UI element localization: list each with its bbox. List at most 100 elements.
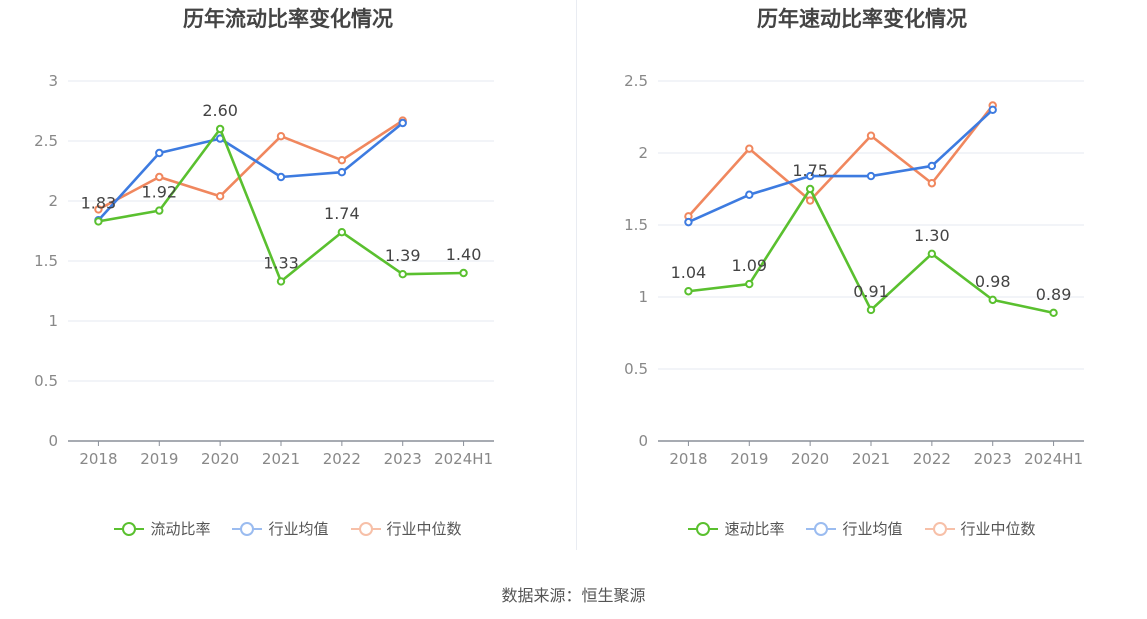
- data-label: 1.40: [446, 245, 482, 264]
- data-point: [215, 192, 225, 201]
- data-point: [927, 249, 937, 259]
- data-point: [927, 161, 937, 171]
- x-tick-label: 2022: [323, 450, 361, 468]
- legend-line-marker-icon: [232, 521, 263, 536]
- data-point: [1049, 308, 1058, 318]
- data-point: [866, 171, 876, 181]
- data-label: 1.83: [81, 193, 117, 212]
- legend-line-marker-icon: [688, 521, 719, 536]
- x-tick-label: 2019: [730, 450, 768, 468]
- x-tick-label: 2021: [852, 450, 890, 468]
- data-point: [805, 196, 815, 205]
- x-tick-label: 2020: [791, 450, 829, 468]
- data-point: [988, 295, 997, 305]
- data-point: [866, 305, 876, 315]
- data-label: 1.09: [731, 256, 767, 275]
- y-tick-label: 0.5: [34, 372, 58, 390]
- x-tick-label: 2022: [913, 450, 951, 468]
- legend-line-marker-icon: [114, 521, 145, 536]
- data-point: [276, 277, 286, 286]
- legend-label: 行业均值: [842, 520, 903, 538]
- data-label: 0.89: [1036, 285, 1072, 304]
- current-ratio-chart: 0 0.5 1 1.5 2 2.5 3 2018 2019 2020 2021 2022 2023 202…: [34, 72, 494, 468]
- series-line: [97, 121, 404, 222]
- data-label: 2.60: [202, 101, 238, 120]
- y-tick-label: 2: [638, 144, 648, 162]
- data-point: [155, 206, 164, 215]
- x-tick-label: 2023: [384, 450, 422, 468]
- legend-item-industry-average[interactable]: 行业均值: [232, 518, 329, 539]
- series-line: [687, 108, 994, 224]
- legend-label: 流动比率: [150, 520, 211, 538]
- data-point: [745, 190, 754, 199]
- data-point: [215, 124, 225, 134]
- legend-label: 行业中位数: [960, 520, 1036, 538]
- data-point: [337, 156, 347, 165]
- y-tick-label: 1.5: [624, 216, 648, 234]
- data-point: [155, 172, 164, 182]
- y-tick-label: 3: [48, 72, 58, 90]
- data-label: 0.98: [975, 272, 1011, 291]
- data-source-note: 数据来源：恒生聚源: [501, 586, 646, 605]
- data-point: [94, 205, 103, 214]
- y-tick-label: 1: [48, 312, 58, 330]
- x-tick-label: 2018: [669, 450, 707, 468]
- data-label: 1.92: [141, 183, 177, 202]
- data-label: 1.33: [263, 253, 299, 272]
- data-point: [398, 118, 407, 128]
- data-point: [337, 228, 347, 237]
- legend-item-current-ratio[interactable]: 流动比率: [114, 518, 210, 539]
- legend-label: 行业中位数: [386, 520, 462, 538]
- data-point: [155, 148, 164, 158]
- data-label: 1.30: [914, 226, 950, 245]
- y-tick-label: 2.5: [624, 72, 648, 90]
- x-tick-label: 2021: [262, 450, 300, 468]
- x-tick-label: 2018: [79, 450, 117, 468]
- y-tick-label: 0: [638, 432, 648, 450]
- y-tick-label: 0: [48, 432, 58, 450]
- data-point: [459, 268, 468, 278]
- x-tick-label: 2024H1: [1024, 450, 1083, 468]
- x-tick-label: 2019: [140, 450, 178, 468]
- legend-item-industry-average[interactable]: 行业均值: [806, 518, 903, 539]
- x-tick-label: 2020: [201, 450, 239, 468]
- data-label: 1.39: [385, 246, 421, 265]
- x-tick-label: 2023: [974, 450, 1012, 468]
- legend-item-industry-median[interactable]: 行业中位数: [924, 518, 1036, 539]
- y-tick-label: 2.5: [34, 132, 58, 150]
- data-label: 1.75: [792, 161, 828, 180]
- series-line: [687, 104, 994, 218]
- data-label: 1.74: [324, 204, 360, 223]
- y-tick-label: 1.5: [34, 252, 58, 270]
- data-point: [988, 105, 997, 115]
- panel-divider: [576, 0, 577, 550]
- quick-ratio-chart: 0 0.5 1 1.5 2 2.5 2018 2019 2020 2021 2022 2023 2024…: [624, 72, 1084, 468]
- chart-title: 历年速动比率变化情况: [757, 7, 967, 31]
- y-tick-label: 2: [48, 192, 58, 210]
- legend-item-industry-median[interactable]: 行业中位数: [350, 518, 462, 539]
- data-point: [684, 287, 693, 296]
- data-label: 1.04: [671, 263, 707, 282]
- data-point: [337, 168, 347, 177]
- y-tick-label: 0.5: [624, 360, 648, 378]
- current-ratio-panel: 历年流动比率变化情况 0 0.5 1 1.5 2 2.5 3 2018 2019 2020 2021…: [0, 0, 576, 560]
- data-point: [398, 270, 407, 279]
- data-point: [745, 279, 754, 289]
- data-point: [927, 179, 937, 188]
- legend-item-quick-ratio[interactable]: 速动比率: [688, 518, 784, 539]
- legend-label: 速动比率: [724, 520, 785, 538]
- chart-legend: 流动比率 行业均值 行业中位数: [0, 518, 576, 539]
- legend-line-marker-icon: [350, 521, 381, 536]
- data-point: [805, 171, 815, 181]
- legend-label: 行业均值: [268, 520, 329, 538]
- data-point: [94, 217, 103, 226]
- data-point: [276, 172, 286, 182]
- chart-legend: 速动比率 行业均值 行业中位数: [577, 518, 1147, 539]
- data-point: [276, 132, 286, 141]
- y-tick-label: 1: [638, 288, 648, 306]
- quick-ratio-panel: 历年速动比率变化情况 0 0.5 1 1.5 2 2.5 2018 2019 2020 2021 2…: [577, 0, 1147, 560]
- legend-line-marker-icon: [924, 521, 955, 536]
- legend-line-marker-icon: [806, 521, 837, 536]
- data-label: 0.91: [853, 282, 889, 301]
- data-point: [805, 184, 815, 194]
